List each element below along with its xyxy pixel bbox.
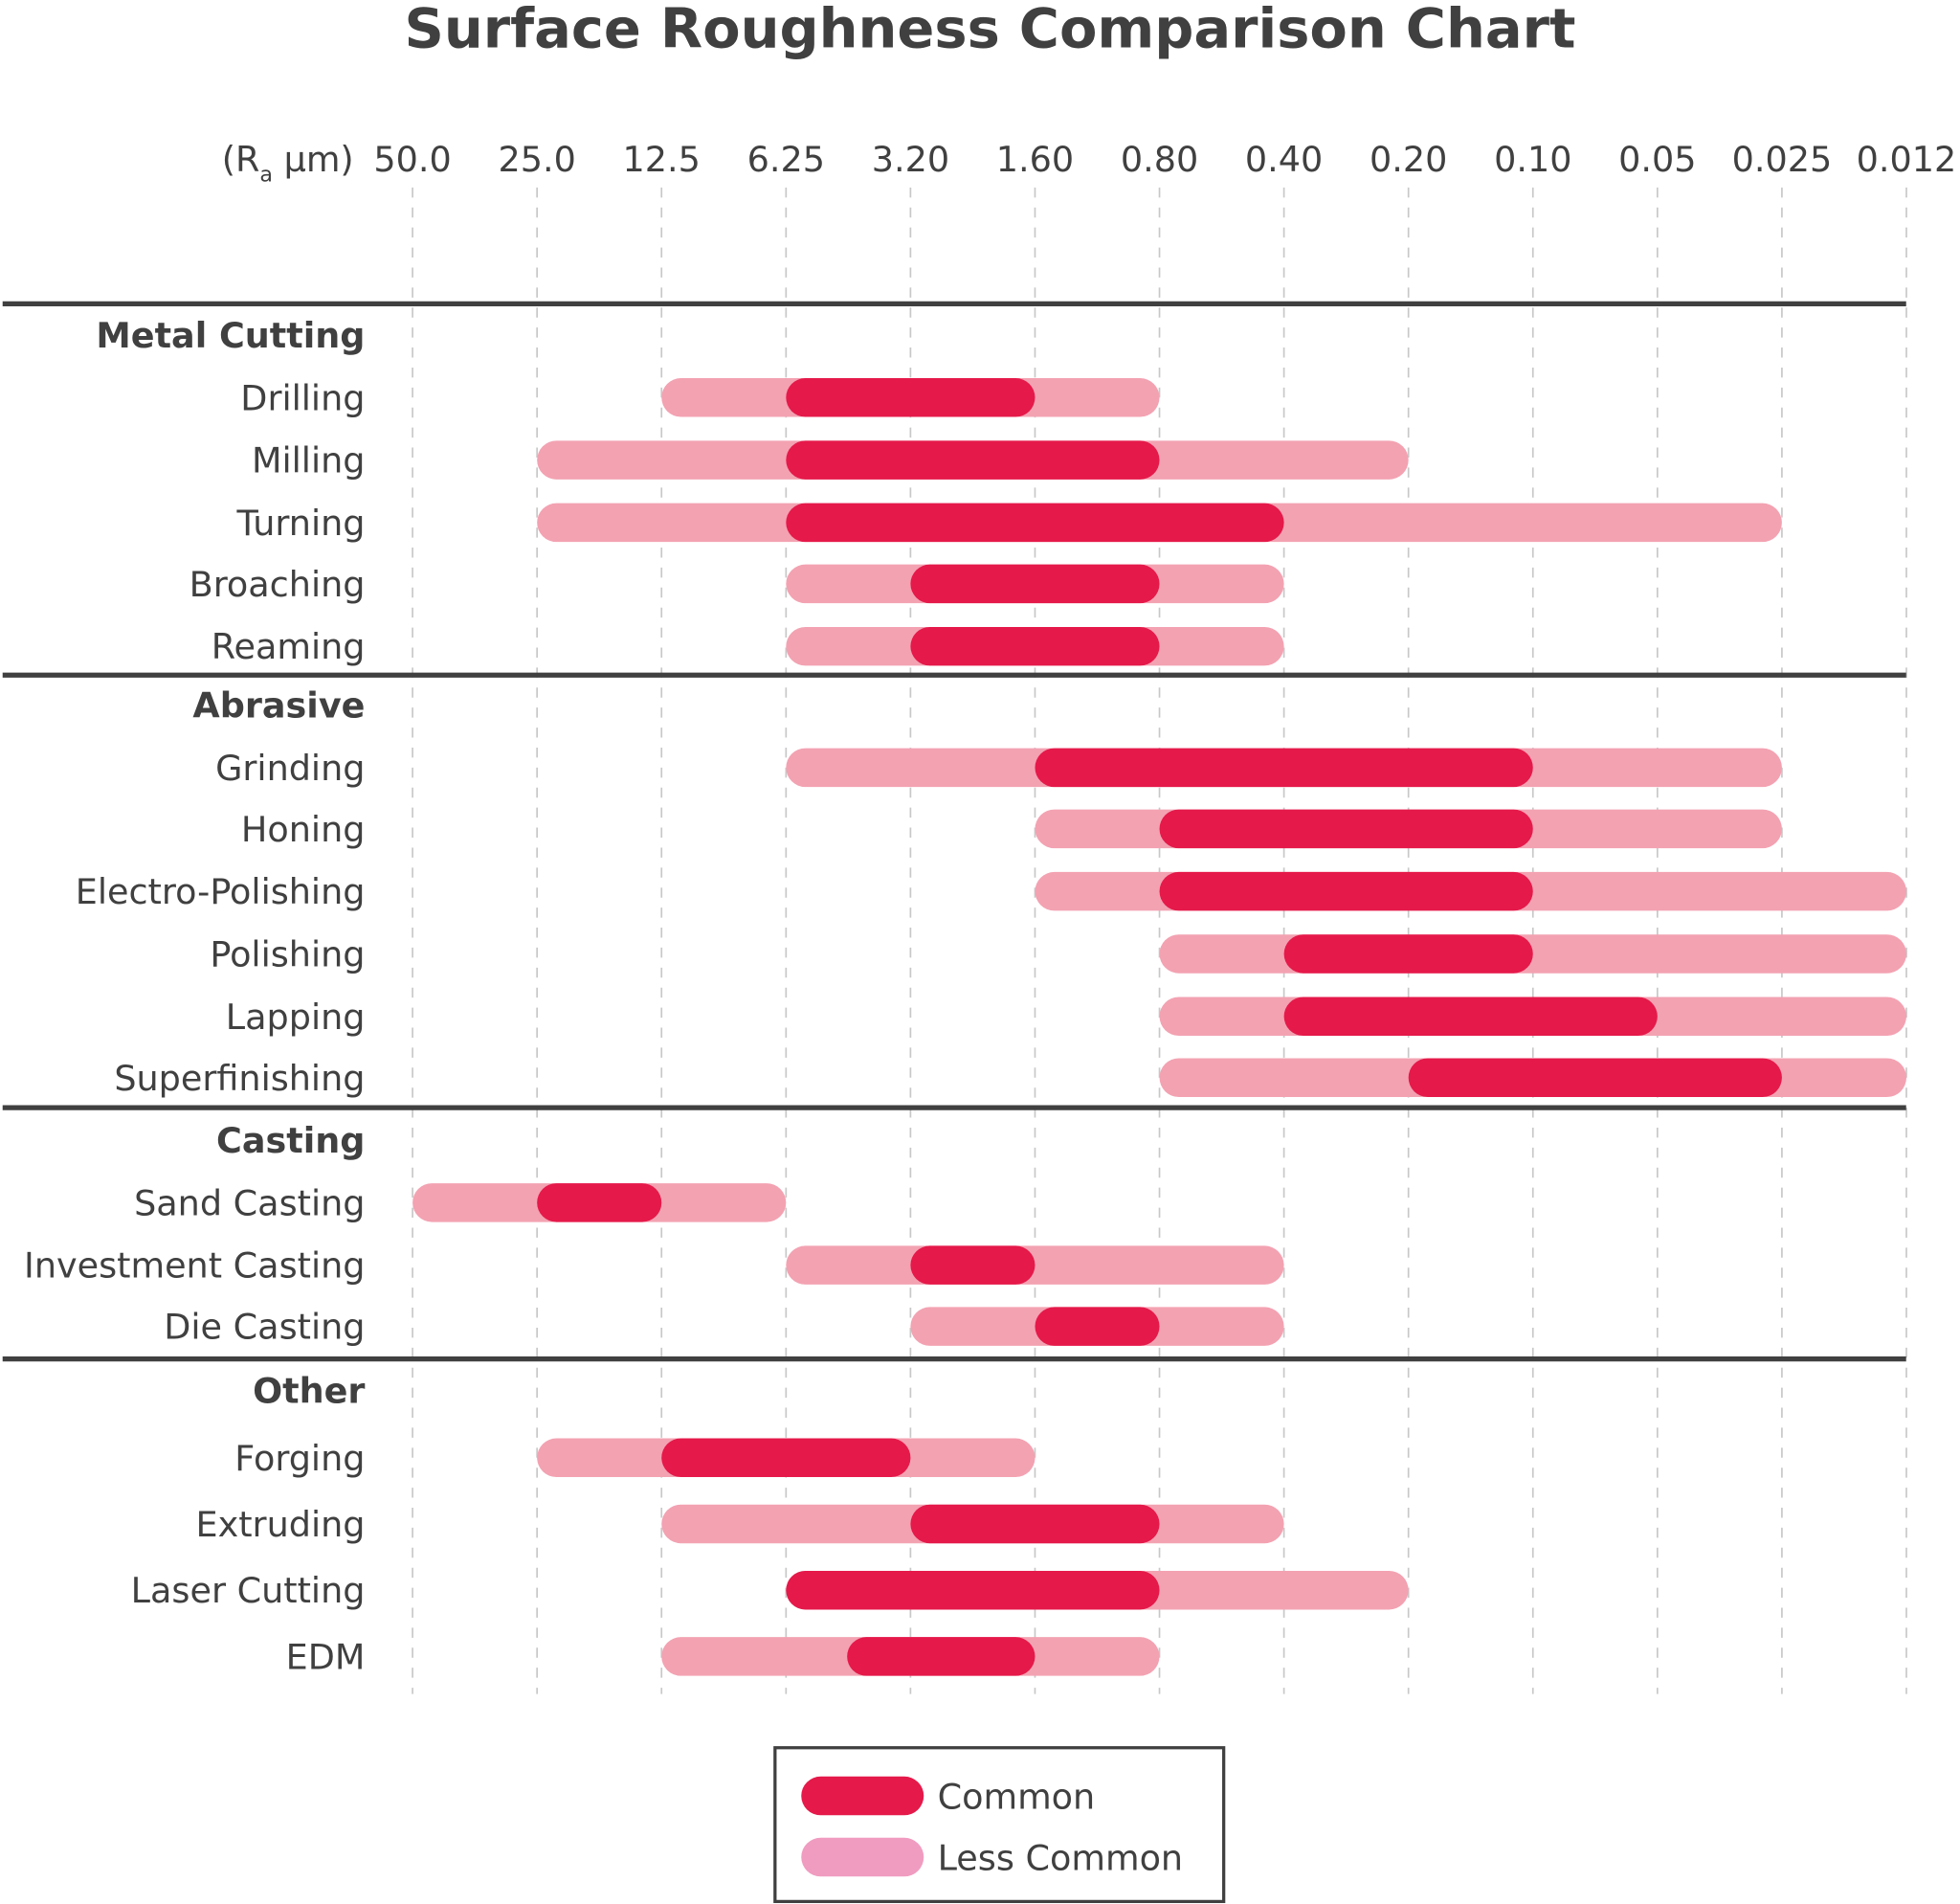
bar-common xyxy=(661,1438,911,1478)
x-tick-label: 1.60 xyxy=(996,139,1074,180)
legend: Common Less Common xyxy=(773,1746,1226,1904)
group-header: Abrasive xyxy=(192,685,365,727)
bar-common xyxy=(786,440,1160,480)
row-label: Forging xyxy=(234,1438,365,1479)
axis-unit-label: (Ra µm) xyxy=(222,139,354,187)
bar-common xyxy=(537,1183,662,1222)
x-tick-label: 0.40 xyxy=(1245,139,1323,180)
row-label: Investment Casting xyxy=(24,1245,365,1287)
bar-common xyxy=(1035,1307,1160,1346)
legend-label-common: Common xyxy=(938,1777,1096,1818)
row-label: Laser Cutting xyxy=(131,1570,366,1611)
x-tick-label: 6.25 xyxy=(747,139,825,180)
row-label: Superfinishing xyxy=(114,1058,365,1099)
row-label: Polishing xyxy=(210,934,365,975)
row-label: Drilling xyxy=(240,377,365,418)
x-tick-label: 25.0 xyxy=(498,139,575,180)
bar-common xyxy=(910,564,1160,604)
group-separators xyxy=(2,301,1906,1362)
group-header: Metal Cutting xyxy=(96,315,365,356)
x-tick-label: 12.5 xyxy=(623,139,701,180)
bar-common xyxy=(1283,997,1658,1037)
bar-common xyxy=(1159,809,1533,849)
x-tick-label: 50.0 xyxy=(373,139,451,180)
x-tick-label: 3.20 xyxy=(872,139,949,180)
row-label: Lapping xyxy=(226,997,366,1038)
bar-common xyxy=(1408,1058,1782,1097)
row-label: Die Casting xyxy=(164,1307,365,1348)
bar-common xyxy=(847,1637,1036,1676)
row-label: Grinding xyxy=(215,748,365,789)
x-tick-label: 0.10 xyxy=(1494,139,1571,180)
bar-common xyxy=(1283,934,1533,974)
row-label: Honing xyxy=(241,809,366,850)
row-label: Sand Casting xyxy=(134,1182,365,1223)
x-tick-label: 0.012 xyxy=(1857,139,1957,180)
bar-common xyxy=(910,1245,1036,1285)
row-labels: Metal Cutting Drilling Milling Turning Broac… xyxy=(24,315,365,1677)
legend-swatch-common xyxy=(801,1776,924,1816)
x-tick-label: 0.05 xyxy=(1618,139,1696,180)
bar-common xyxy=(910,626,1160,666)
bar-common xyxy=(786,378,1036,417)
bars xyxy=(412,378,1906,1676)
row-label: Turning xyxy=(235,503,365,544)
x-tick-label: 0.20 xyxy=(1370,139,1447,180)
legend-label-less-common: Less Common xyxy=(938,1838,1184,1879)
bar-common xyxy=(1159,871,1533,911)
bar-common xyxy=(1035,748,1533,788)
row-label: Extruding xyxy=(196,1504,366,1545)
legend-swatch-less-common xyxy=(801,1837,924,1877)
x-tick-labels: 50.0 25.0 12.5 6.25 3.20 1.60 0.80 0.40 0.20 0.10… xyxy=(373,139,1956,180)
group-header: Casting xyxy=(216,1120,365,1161)
row-label: Electro-Polishing xyxy=(76,871,366,912)
row-label: EDM xyxy=(286,1636,366,1677)
bar-common xyxy=(786,1570,1160,1610)
group-header: Other xyxy=(253,1370,365,1411)
bar-common xyxy=(786,503,1284,543)
x-tick-label: 0.025 xyxy=(1732,139,1833,180)
x-tick-label: 0.80 xyxy=(1121,139,1198,180)
row-label: Broaching xyxy=(189,564,366,605)
row-label: Milling xyxy=(252,440,366,482)
chart-title: Surface Roughness Comparison Chart xyxy=(404,0,1575,61)
row-label: Reaming xyxy=(212,626,366,667)
bar-common xyxy=(910,1504,1160,1544)
